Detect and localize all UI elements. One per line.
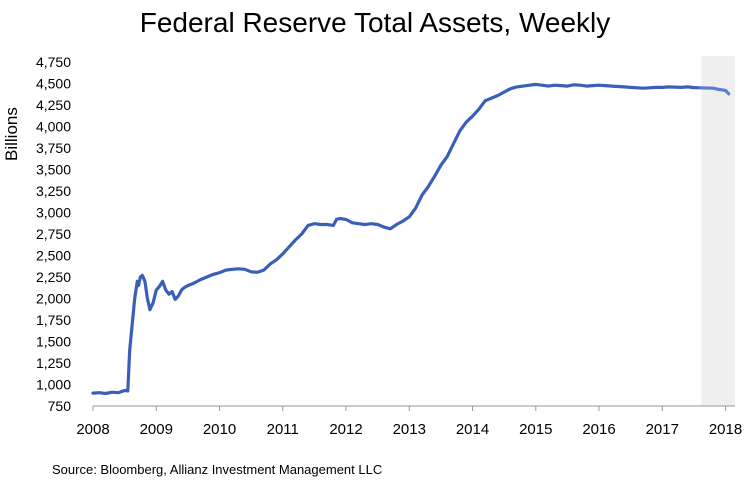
series-lines xyxy=(91,82,731,396)
series-line-recent xyxy=(698,86,731,96)
x-tick-label: 2009 xyxy=(140,421,173,438)
y-tick-label: 3,250 xyxy=(36,183,71,199)
x-tick-label: 2012 xyxy=(329,421,362,438)
y-tick-label: 4,250 xyxy=(36,97,71,113)
y-tick-label: 4,500 xyxy=(36,76,71,92)
y-tick-label: 3,750 xyxy=(36,140,71,156)
y-tick-label: 4,750 xyxy=(36,54,71,70)
y-tick-label: 4,000 xyxy=(36,119,71,135)
y-tick-label: 3,000 xyxy=(36,205,71,221)
y-axis-ticks: 750 1,000 1,250 1,500 1,750 2,000 2,250 2,500 2,… xyxy=(36,54,71,414)
x-tick-label: 2008 xyxy=(76,421,109,438)
y-tick-label: 2,750 xyxy=(36,226,71,242)
x-tick-label: 2014 xyxy=(456,421,489,438)
x-tick-label: 2011 xyxy=(267,421,299,438)
y-tick-label: 2,000 xyxy=(36,291,71,307)
x-tick-label: 2013 xyxy=(393,421,426,438)
x-tick-label: 2015 xyxy=(519,421,552,438)
y-tick-label: 1,500 xyxy=(36,334,71,350)
y-tick-label: 1,750 xyxy=(36,312,71,328)
chart-title: Federal Reserve Total Assets, Weekly xyxy=(139,7,611,38)
y-tick-label: 2,250 xyxy=(36,269,71,285)
x-tick-label: 2017 xyxy=(646,421,679,438)
y-tick-label: 3,500 xyxy=(36,162,71,178)
y-tick-label: 1,250 xyxy=(36,355,71,371)
x-tick-label: 2010 xyxy=(203,421,236,438)
y-tick-label: 750 xyxy=(48,398,72,414)
source-note: Source: Bloomberg, Allianz Investment Ma… xyxy=(52,462,383,477)
y-tick-label: 1,000 xyxy=(36,377,71,393)
shaded-projection-region xyxy=(701,56,735,406)
x-tick-label: 2018 xyxy=(709,421,742,438)
x-tick-label: 2016 xyxy=(582,421,615,438)
y-tick-label: 2,500 xyxy=(36,248,71,264)
x-axis-ticks: 2008 2009 2010 2011 2012 2013 2014 2015 2016 2017… xyxy=(76,406,742,438)
series-line-total-assets xyxy=(91,82,702,396)
